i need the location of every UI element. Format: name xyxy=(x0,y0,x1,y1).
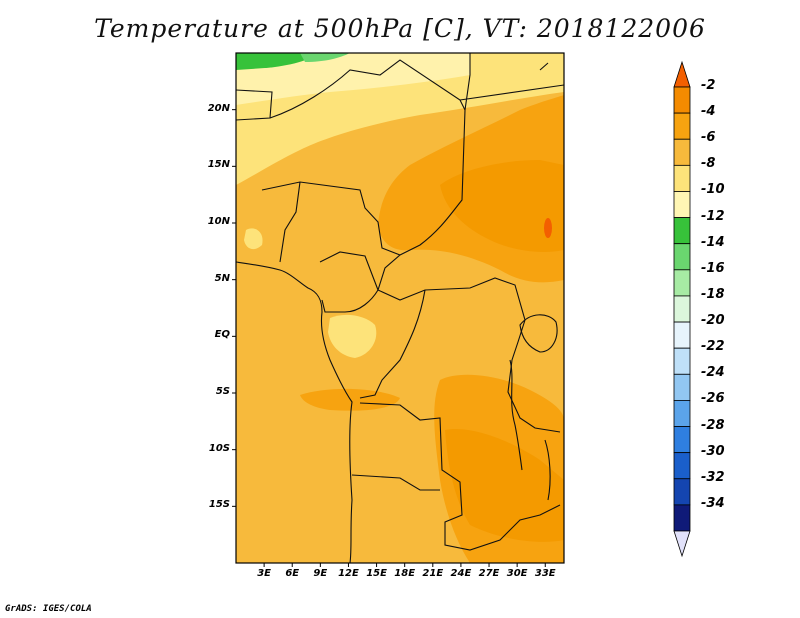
colorbar-label: -2 xyxy=(701,78,716,93)
northern-borders xyxy=(236,59,466,313)
field-ne-warmer xyxy=(440,160,564,252)
lon-label: 6E xyxy=(285,568,300,579)
lon-label: 33E xyxy=(534,568,556,579)
colorbar-label: -28 xyxy=(701,417,725,433)
lake-tanganyika xyxy=(509,359,523,471)
lake-malawi xyxy=(544,439,551,501)
colorbar-swatch xyxy=(673,373,691,401)
lat-label: 20N xyxy=(207,102,230,114)
colorbar-swatch xyxy=(673,164,691,192)
colorbar-top-arrow xyxy=(673,60,691,88)
colorbar-swatch xyxy=(673,478,691,506)
colorbar-swatch xyxy=(673,504,691,532)
lat-label: 5N xyxy=(214,272,230,284)
lat-label: 5S xyxy=(215,386,230,397)
lon-label: 15E xyxy=(366,568,387,579)
colorbar-label: -14 xyxy=(701,234,725,250)
colorbar-swatch xyxy=(673,426,691,454)
colorbar-swatch xyxy=(673,243,691,271)
lake-victoria xyxy=(519,314,558,353)
colorbar-label: -16 xyxy=(701,260,725,276)
southern-borders xyxy=(351,402,561,551)
colorbar-swatch xyxy=(673,321,691,349)
colorbar-swatch xyxy=(673,112,691,140)
colorbar-swatch xyxy=(673,191,691,218)
colorbar xyxy=(673,60,691,558)
colorbar-label: -26 xyxy=(701,391,725,407)
colorbar-swatch xyxy=(673,217,691,245)
colorbar-label: -4 xyxy=(701,104,716,120)
west-africa-borders xyxy=(261,181,401,291)
field-se-warmer xyxy=(445,429,564,542)
lat-label: 15N xyxy=(207,159,230,171)
map-frame xyxy=(235,52,565,564)
coast-and-borders xyxy=(236,53,564,563)
colorbar-swatch xyxy=(673,400,691,427)
colorbar-label: -34 xyxy=(701,495,725,511)
longitude-ticks xyxy=(263,563,546,567)
lat-label: EQ xyxy=(214,329,230,341)
field-hotspot xyxy=(544,218,552,238)
field-west-pale xyxy=(244,228,263,250)
colorbar-label: -18 xyxy=(701,286,725,302)
lon-label: 9E xyxy=(313,568,328,579)
latitude-ticks xyxy=(232,109,236,507)
colorbar-swatch xyxy=(673,86,691,114)
lon-label: 3E xyxy=(257,568,271,579)
chart-title: Temperature at 500hPa [C], VT: 201812200… xyxy=(94,14,706,43)
lon-label: 12E xyxy=(338,568,359,579)
colorbar-label: -6 xyxy=(701,130,716,146)
temperature-field xyxy=(236,53,564,563)
lon-label: 27E xyxy=(478,568,500,579)
colorbar-label: -22 xyxy=(701,339,725,355)
colorbar-label: -10 xyxy=(701,182,725,198)
colorbar-swatch xyxy=(673,452,691,480)
field-north-pale xyxy=(236,53,470,105)
colorbar-label: -30 xyxy=(701,443,725,459)
colorbar-bottom-arrow xyxy=(673,530,691,558)
lat-label: 10S xyxy=(208,442,230,454)
colorbar-swatch xyxy=(673,295,691,323)
colorbar-swatch xyxy=(673,269,691,297)
colorbar-label: -24 xyxy=(701,365,725,381)
field-green-patch xyxy=(236,53,320,70)
lon-label: 21E xyxy=(422,568,444,579)
field-center-pale xyxy=(328,314,377,358)
west-coast xyxy=(236,261,353,563)
lat-label: 15S xyxy=(208,499,230,511)
lat-label: 10N xyxy=(207,216,230,227)
lon-label: 30E xyxy=(506,568,528,579)
lon-label: 18E xyxy=(394,568,416,579)
colorbar-label: -12 xyxy=(701,208,725,224)
field-green-patch-2 xyxy=(300,53,350,62)
colorbar-swatch xyxy=(673,138,691,166)
colorbar-swatch xyxy=(673,347,691,375)
colorbar-label: -32 xyxy=(701,469,725,485)
colorbar-label: -20 xyxy=(701,313,725,329)
colorbar-label: -8 xyxy=(701,156,716,172)
grads-credit: GrADS: IGES/COLA xyxy=(5,604,92,614)
ne-borders xyxy=(459,53,564,111)
lon-label: 24E xyxy=(450,568,472,579)
